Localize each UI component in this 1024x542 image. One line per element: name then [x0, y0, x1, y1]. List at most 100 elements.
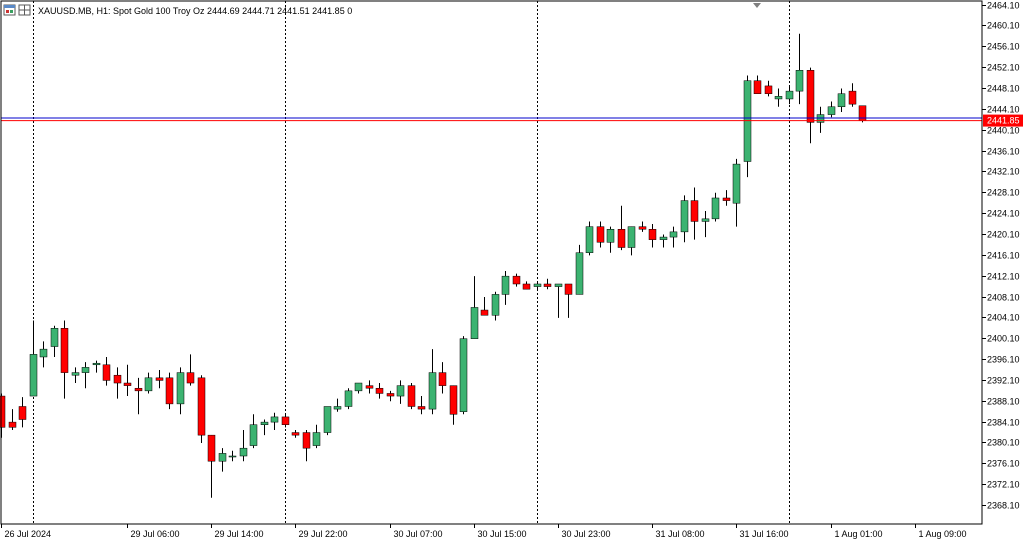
price-axis[interactable]: 2368.10 2372.10 2376.10 2380.10 2384.10 2388.…: [982, 1, 1023, 511]
candle-body-bull: [816, 114, 825, 123]
chart-grid-icon: [18, 4, 31, 16]
time-axis-label: 29 Jul 14:00: [215, 529, 264, 539]
candle: [386, 390, 395, 402]
candlestick-series: [0, 33, 867, 498]
candle-body-bear: [155, 377, 164, 381]
candle: [155, 369, 164, 389]
candle: [228, 450, 237, 462]
candle: [50, 325, 59, 357]
candle-body-bull: [270, 416, 279, 423]
chart-window-icon: [3, 4, 16, 16]
candle-body-bull: [827, 106, 836, 115]
candle-body-bull: [92, 362, 101, 366]
candle: [732, 158, 741, 227]
candle-body-bull: [39, 348, 48, 358]
candle-body-bear: [281, 416, 290, 425]
candle: [165, 372, 174, 410]
price-axis-label: 2460.10: [987, 21, 1020, 31]
price-axis-label: 2444.10: [987, 105, 1020, 115]
candle-body-bear: [480, 309, 489, 316]
candle: [806, 67, 815, 144]
candle-body-bull: [144, 377, 153, 392]
price-axis-label: 2464.10: [987, 1, 1020, 11]
candle-body-bear: [207, 434, 216, 462]
candle: [722, 190, 731, 206]
candle-body-bear: [648, 229, 657, 240]
candle-body-bull: [396, 385, 405, 397]
candle-body-bull: [501, 275, 510, 295]
time-axis-label: 26 Jul 2024: [5, 529, 52, 539]
candle-body-bear: [375, 387, 384, 394]
candle: [543, 278, 552, 290]
candle: [659, 234, 668, 248]
candle: [396, 380, 405, 404]
price-axis-label: 2452.10: [987, 63, 1020, 73]
candle-body-bull: [795, 70, 804, 92]
price-axis-label: 2372.10: [987, 480, 1020, 490]
candle-body-bull: [81, 367, 90, 373]
candle-body-bear: [806, 70, 815, 123]
candle: [554, 283, 563, 318]
candle-body-bull: [701, 218, 710, 222]
price-lines: [1, 117, 982, 122]
shift-marker-icon[interactable]: [753, 3, 761, 8]
candle-body-bull: [428, 372, 437, 410]
candle: [438, 362, 447, 394]
candle: [501, 270, 510, 305]
candle-body-bull: [659, 236, 668, 240]
candle-body-bull: [711, 197, 720, 220]
candle: [816, 106, 825, 133]
candle-body-bear: [522, 283, 531, 290]
candle: [858, 105, 867, 123]
candle-body-bear: [186, 372, 195, 384]
candle: [417, 396, 426, 415]
time-axis-label: 30 Jul 07:00: [394, 529, 443, 539]
candle: [281, 414, 290, 428]
candle-body-bear: [617, 229, 626, 248]
candle: [218, 448, 227, 472]
candle-body-bull: [680, 200, 689, 233]
candle-body-bear: [197, 377, 206, 436]
candle: [207, 434, 216, 498]
candle: [39, 341, 48, 368]
price-axis-label: 2424.10: [987, 209, 1020, 219]
candle-body-bear: [690, 200, 699, 222]
candle: [585, 221, 594, 256]
candle: [365, 380, 374, 394]
candle: [480, 297, 489, 316]
candle: [596, 221, 605, 248]
candle-body-bull: [774, 96, 783, 100]
candle-body-bull: [354, 382, 363, 392]
candle-body-bear: [291, 432, 300, 436]
candle-body-bear: [8, 421, 17, 428]
candle-body-bull: [260, 421, 269, 425]
candle-body-bull: [312, 432, 321, 446]
candle-body-bear: [60, 328, 69, 373]
candle-body-bull: [732, 163, 741, 204]
candle: [648, 224, 657, 248]
price-axis-label: 2456.10: [987, 42, 1020, 52]
current-price-label: 2441.85: [987, 116, 1020, 126]
candle-body-bull: [554, 283, 563, 287]
time-axis-label: 1 Aug 01:00: [835, 529, 883, 539]
price-axis-label: 2380.10: [987, 438, 1020, 448]
candle-body-bear: [302, 432, 311, 449]
candle-body-bear: [407, 385, 416, 407]
candle: [669, 226, 678, 248]
candle: [249, 414, 258, 449]
candle-body-bear: [134, 387, 143, 392]
candle-body-bull: [627, 226, 636, 248]
candle-body-bull: [533, 283, 542, 287]
candle-body-bull: [785, 90, 794, 100]
candle: [344, 388, 353, 410]
candle: [113, 367, 122, 399]
candle-body-bear: [386, 393, 395, 397]
candle-body-bear: [638, 226, 647, 230]
candle: [470, 276, 479, 339]
candle-body-bull: [323, 406, 332, 433]
time-axis[interactable]: 26 Jul 2024 29 Jul 06:00 29 Jul 14:00 29 Ju…: [1, 524, 967, 539]
candle: [795, 33, 804, 105]
candle: [354, 382, 363, 394]
candle-body-bull: [239, 447, 248, 457]
